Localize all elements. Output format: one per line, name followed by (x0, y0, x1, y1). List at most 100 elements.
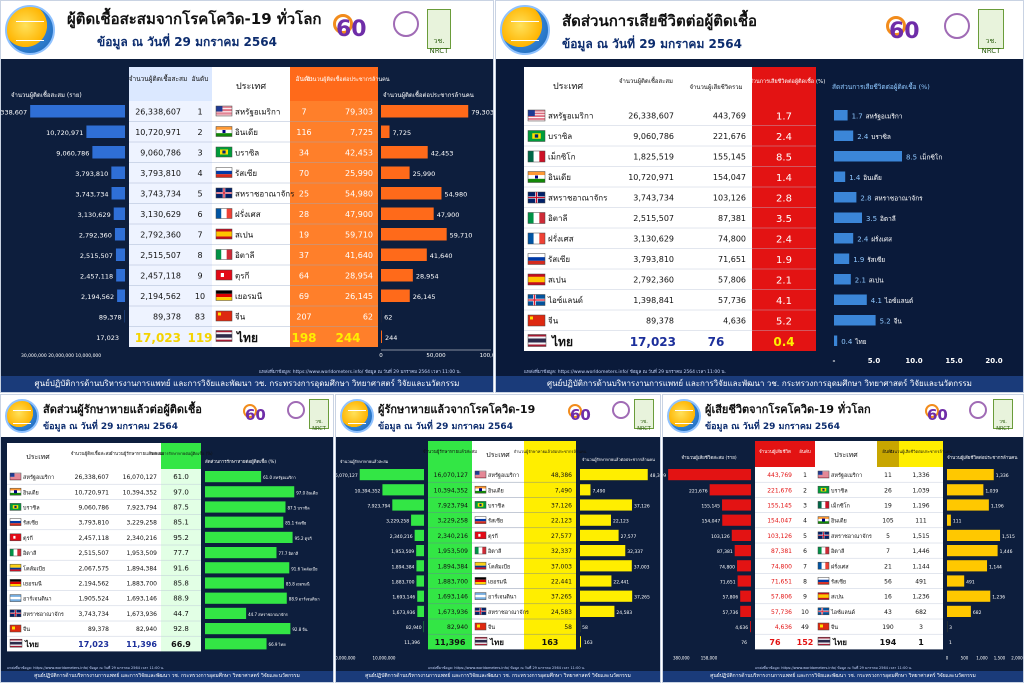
flag-icon-cn (215, 310, 233, 322)
col-header-country: ประเทศ (26, 453, 50, 461)
ratio-bar-country: สหรัฐอเมริกา (866, 112, 903, 120)
rank2-value: 19 (884, 503, 892, 510)
col-header-deaths-bg (680, 67, 752, 105)
cases-value: 2,792,360 (140, 230, 181, 239)
date-subtitle: ข้อมูล ณ วันที่ 29 มกราคม 2564 (705, 422, 840, 432)
thai-deaths-bar-label: 76 (741, 640, 747, 646)
flag-icon-br (215, 146, 233, 158)
country-name: สหราชอาณาจักร (488, 609, 529, 616)
rank2-value: 105 (882, 518, 894, 525)
rank-value: 2 (803, 487, 807, 494)
deaths-value: 87,381 (771, 548, 792, 555)
country-name: อิตาลี (22, 550, 36, 557)
ratio-value: 3.5 (776, 214, 792, 225)
ratio-bar (205, 547, 277, 559)
rank2-value: 69 (299, 292, 309, 301)
cases-value: 2,194,562 (140, 292, 181, 301)
thai-cases: 17,023 (630, 335, 676, 349)
deaths-value: 443,769 (767, 472, 792, 479)
permillion-bar (947, 605, 971, 617)
col-header-deaths: จำนวนผู้เสียชีวิต (759, 448, 791, 455)
col-header-ratio-bg (161, 443, 201, 469)
cfr-chart: ประเทศ จำนวนผู้ติดเชื้อสะสมจำนวนผู้เสียชี… (524, 67, 1003, 375)
right-chart-label: จำนวนผู้ติดเชื้อต่อประชากรล้านคน (383, 89, 474, 99)
permillion-bar (947, 575, 965, 587)
thai-recovered: 11,396 (126, 640, 157, 649)
ratio-bar-label: 5.2 (880, 317, 891, 325)
flag-icon-us (527, 109, 546, 122)
flag-icon-th (817, 636, 831, 646)
ratio-bar (834, 151, 902, 162)
permillion-bar (580, 514, 611, 526)
permillion-bar-label: 54,980 (444, 190, 467, 198)
deaths-value: 74,800 (771, 563, 792, 570)
country-name: จีน (235, 312, 246, 321)
ratio-bar (834, 294, 867, 305)
rank-value: 3 (803, 503, 807, 510)
ratio-bar-label: 4.1 (871, 297, 882, 305)
ratio-value: 97.0 (173, 488, 189, 496)
cases-value: 26,338,607 (135, 107, 181, 116)
ratio-bar (834, 110, 848, 121)
col-header-deaths-bg (755, 441, 795, 467)
recovered-bar-label: 1,894,384 (392, 564, 415, 570)
permillion-value: 62 (363, 312, 373, 321)
flag-icon-th (215, 330, 233, 342)
ratio-value: 87.5 (173, 504, 189, 512)
cases-value: 89,378 (88, 626, 109, 633)
cases-value: 1,905,524 (78, 596, 109, 603)
flag-icon-gb (215, 187, 233, 199)
panel-deaths: ผู้เสียชีวิตจากโรคโควิด-19 ทั่วโลก ข้อมู… (662, 394, 1024, 683)
permillion-bar (580, 469, 648, 481)
rank2-value: 116 (296, 128, 311, 137)
col-header-rank2-bg (877, 441, 899, 467)
thai-ratio-bar (205, 638, 267, 650)
flag-icon-it (215, 249, 233, 260)
recovered-value: 1,693,146 (126, 596, 157, 603)
flag-icon-fr (215, 208, 233, 219)
deaths-chart: จำนวนผู้เสียชีวิต อันดับ ประเทศ อันดับจำนวน… (663, 441, 1023, 670)
left-axis-tick: 158,000 (701, 655, 718, 660)
flag-icon-it (527, 212, 546, 224)
thai-ratio-bar-country: ไทย (854, 338, 867, 346)
right-axis-tick: 0 (379, 353, 383, 359)
ratio-value: 1.4 (776, 173, 792, 184)
thai-country: ไทย (24, 639, 39, 649)
country-name: ไอซ์แลนด์ (547, 295, 583, 305)
deaths-bar-label: 71,651 (720, 580, 736, 586)
recovered-value: 82,940 (136, 626, 157, 633)
flag-icon-tr (215, 269, 233, 281)
ratio-bar-country: ฝรั่งเศส (871, 234, 892, 243)
cases-bar-label: 10,720,971 (46, 129, 83, 137)
panel-recovery-ratio: สัดส่วนผู้รักษาหายแล้วต่อผู้ติดเชื้อ ข้อ… (0, 394, 334, 683)
deaths-bar-label: 221,676 (689, 488, 708, 494)
col-header-country: ประเทศ (834, 451, 858, 459)
flag-icon-in (527, 171, 546, 183)
rank2-value: 28 (299, 210, 309, 219)
panel-cfr: สัดส่วนการเสียชีวิตต่อผู้ติดเชื้อ ข้อมูล… (495, 0, 1024, 393)
recovered-value: 1,894,384 (437, 563, 468, 570)
rank-value: 1 (197, 107, 202, 116)
rank-value: 6 (197, 210, 202, 219)
flag-icon-us (215, 105, 233, 117)
flag-icon-cn (474, 622, 487, 631)
rank-value: 9 (803, 594, 807, 601)
col-header-country: ประเทศ (553, 82, 583, 92)
cases-bar-label: 3,793,810 (75, 170, 108, 178)
country-name: สหรัฐอเมริกา (23, 474, 54, 481)
deaths-bar (740, 605, 751, 617)
thai-country: ไทย (832, 637, 847, 647)
flag-icon-gb (527, 191, 546, 204)
country-name: ตุรกี (23, 535, 33, 542)
royal-seal-icon (393, 11, 419, 37)
permillion-bar (381, 289, 410, 302)
rank2-value: 16 (884, 594, 892, 601)
permillion-bar-label: 41,640 (430, 252, 453, 260)
ratio-bar-country: รัสเซีย (867, 256, 885, 264)
ratio-bar-label: 2.1 (855, 276, 866, 284)
col-header-rank-bg (188, 67, 212, 101)
cases-value: 3,793,810 (78, 520, 109, 527)
deaths-bar (737, 575, 751, 587)
panel-title: ผู้ติดเชื้อสะสมจากโรคโควิด-19 ทั่วโลก (67, 10, 322, 28)
recovered-bar (411, 514, 424, 526)
